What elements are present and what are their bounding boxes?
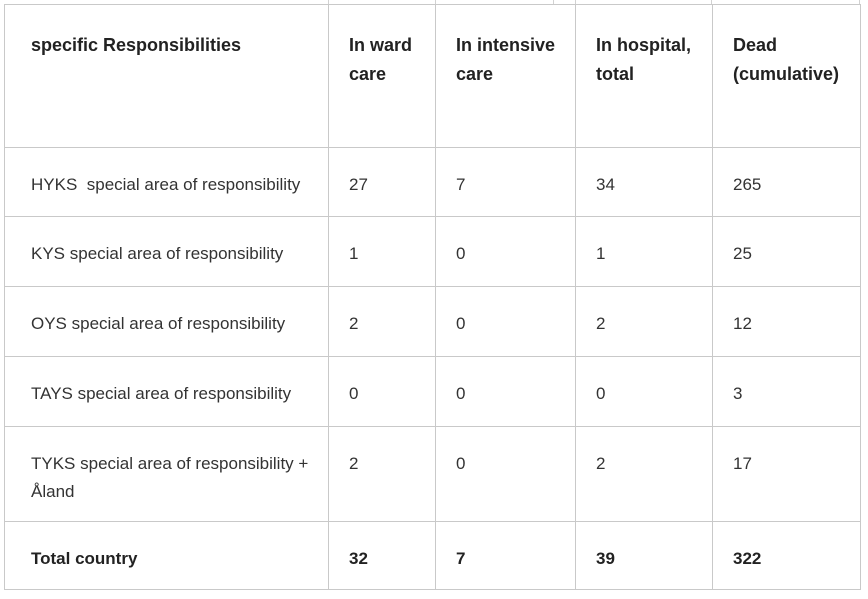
cell-dead-cumulative: 265 [712,147,861,217]
column-header-dead-cumulative: Dead (cumulative) [712,4,861,148]
grid-line [553,0,554,4]
table-row-tyks-aland: TYKS special area of responsibility + Ål… [4,426,861,522]
cell-intensive-care: 0 [435,426,576,522]
column-header-specific-responsibilities: specific Responsibilities [4,4,329,148]
grid-line [859,0,860,4]
grid-line [435,0,436,4]
cell-hospital-total: 1 [575,216,713,287]
row-label: HYKS special area of responsibility [4,147,329,217]
table-row-kys: KYS special area of responsibility 1 0 1… [4,216,861,287]
cell-intensive-care: 0 [435,286,576,357]
table-row-tays: TAYS special area of responsibility 0 0 … [4,356,861,427]
table-row-oys: OYS special area of responsibility 2 0 2… [4,286,861,357]
cell-intensive-care: 0 [435,356,576,427]
cell-hospital-total: 34 [575,147,713,217]
cell-intensive-care: 7 [435,147,576,217]
cell-ward-care: 2 [328,426,436,522]
cell-hospital-total: 39 [575,521,713,590]
row-label: TAYS special area of responsibility [4,356,329,427]
cell-ward-care: 27 [328,147,436,217]
cell-dead-cumulative: 12 [712,286,861,357]
cell-ward-care: 1 [328,216,436,287]
responsibility-area-table: specific Responsibilities In ward care I… [4,4,861,590]
cell-ward-care: 0 [328,356,436,427]
grid-line [575,0,576,4]
column-header-in-intensive-care: In intensive care [435,4,576,148]
cell-dead-cumulative: 17 [712,426,861,522]
cell-dead-cumulative: 322 [712,521,861,590]
row-label: OYS special area of responsibility [4,286,329,357]
column-header-in-hospital-total: In hospital, total [575,4,713,148]
header-row: specific Responsibilities In ward care I… [4,4,861,148]
column-header-in-ward-care: In ward care [328,4,436,148]
cell-dead-cumulative: 3 [712,356,861,427]
row-label: Total country [4,521,329,590]
grid-line [711,0,712,4]
cell-ward-care: 2 [328,286,436,357]
grid-line [328,0,329,4]
table-row-hyks: HYKS special area of responsibility 27 7… [4,147,861,217]
cell-intensive-care: 7 [435,521,576,590]
table-row-total-country: Total country 32 7 39 322 [4,521,861,590]
cell-intensive-care: 0 [435,216,576,287]
cropped-row-sliver [4,0,860,4]
row-label: TYKS special area of responsibility + Ål… [4,426,329,522]
cell-hospital-total: 2 [575,286,713,357]
cell-hospital-total: 2 [575,426,713,522]
cell-hospital-total: 0 [575,356,713,427]
cell-dead-cumulative: 25 [712,216,861,287]
row-label: KYS special area of responsibility [4,216,329,287]
cell-ward-care: 32 [328,521,436,590]
